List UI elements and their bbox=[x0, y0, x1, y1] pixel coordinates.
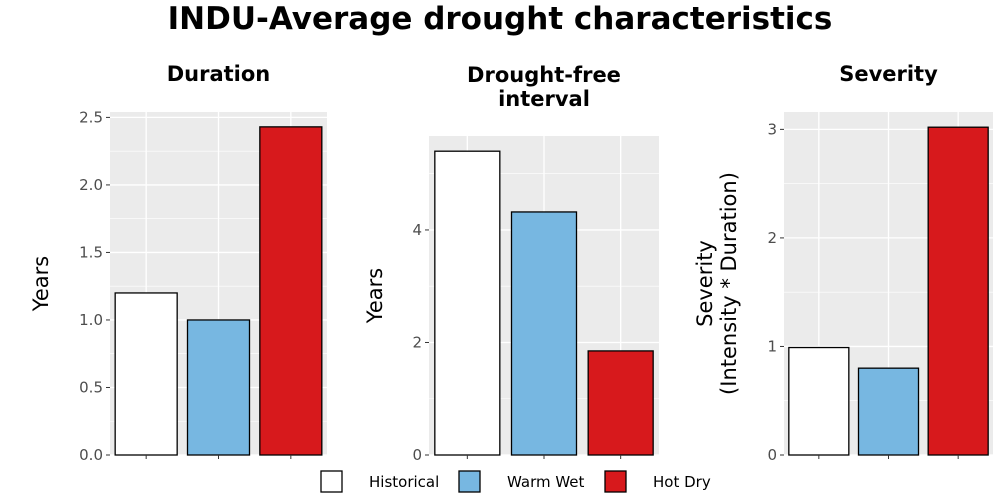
main-title: INDU-Average drought characteristics bbox=[168, 1, 833, 37]
y-tick-label: 0 bbox=[412, 446, 422, 464]
y-tick-label: 1.5 bbox=[79, 243, 103, 261]
legend-key bbox=[604, 470, 627, 493]
bar-historical bbox=[788, 346, 850, 456]
y-tick-label: 2 bbox=[767, 229, 777, 247]
bar-warm-wet bbox=[857, 367, 920, 456]
y-axis-label: Years bbox=[29, 256, 53, 312]
legend-label: Historical bbox=[369, 473, 439, 491]
bar-hot-dry bbox=[259, 126, 323, 456]
y-tick-label: 2.5 bbox=[79, 108, 103, 126]
legend-key bbox=[458, 470, 481, 493]
y-tick-label: 2.0 bbox=[79, 176, 103, 194]
panel-title: Severity bbox=[839, 62, 938, 86]
y-tick-label: 1.0 bbox=[79, 311, 103, 329]
y-tick-label: 1 bbox=[767, 337, 777, 355]
bar-hot-dry bbox=[587, 350, 654, 456]
y-tick-label: 2 bbox=[412, 333, 422, 351]
legend-key bbox=[320, 470, 343, 493]
panel-title: Drought-free bbox=[467, 63, 621, 87]
y-tick-label: 0 bbox=[767, 446, 777, 464]
legend-item-historical: Historical bbox=[320, 470, 439, 493]
bar-historical bbox=[114, 292, 178, 456]
chart-panels: 0.0 0.5 1.0 1.5 2.0 2.5 Duration Years 0 2 4 Drough… bbox=[29, 62, 993, 464]
y-tick-label: 3 bbox=[767, 120, 777, 138]
y-axis-label: Years bbox=[363, 268, 387, 324]
bar-warm-wet bbox=[510, 211, 578, 456]
legend: Historical Warm Wet Hot Dry bbox=[320, 470, 711, 493]
legend-label: Hot Dry bbox=[653, 473, 711, 491]
y-tick-label: 4 bbox=[412, 221, 422, 239]
bar-warm-wet bbox=[186, 319, 251, 456]
legend-item-warm-wet: Warm Wet bbox=[458, 470, 585, 493]
y-tick-label: 0.5 bbox=[79, 378, 103, 396]
chart-panel-1: 0.0 0.5 1.0 1.5 2.0 2.5 Duration Years bbox=[29, 62, 327, 464]
bar-hot-dry bbox=[927, 126, 989, 456]
y-axis-label: Severity bbox=[693, 240, 717, 327]
legend-item-hot-dry: Hot Dry bbox=[604, 470, 711, 493]
bar-historical bbox=[434, 150, 501, 456]
y-axis-label: (Intensity * Duration) bbox=[717, 172, 741, 395]
legend-label: Warm Wet bbox=[507, 473, 585, 491]
panel-title: interval bbox=[498, 87, 590, 111]
y-tick-label: 0.0 bbox=[79, 446, 103, 464]
panel-title: Duration bbox=[167, 62, 271, 86]
